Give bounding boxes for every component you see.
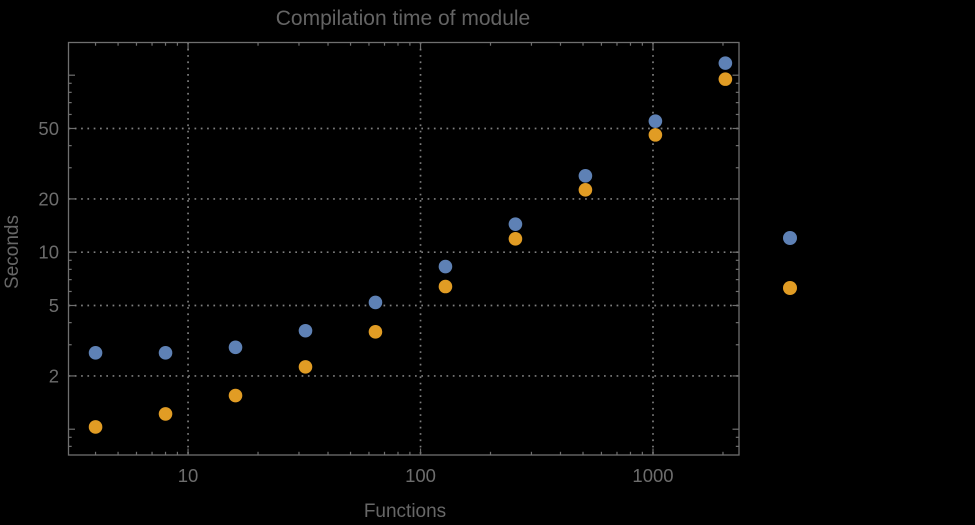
series-1-point bbox=[88, 346, 103, 360]
y-axis-label: Seconds bbox=[2, 215, 23, 289]
series-2-point bbox=[228, 388, 243, 403]
y-tick-label: 2 bbox=[49, 365, 59, 386]
series-2-point bbox=[578, 183, 593, 197]
frame-rect bbox=[67, 41, 740, 456]
series-1-point bbox=[368, 295, 383, 310]
y-tick-label: 10 bbox=[38, 242, 59, 263]
series-1-point bbox=[438, 259, 453, 274]
series-1-point bbox=[508, 217, 523, 231]
series-1-point bbox=[298, 323, 313, 338]
plot-frame bbox=[67, 41, 740, 456]
y-tick-label: 20 bbox=[38, 188, 59, 209]
series-2-point bbox=[438, 279, 453, 294]
x-tick-label: 100 bbox=[405, 465, 436, 486]
series-2-point bbox=[648, 128, 663, 142]
series-1-point bbox=[718, 56, 733, 70]
legend-marker-2 bbox=[783, 281, 797, 295]
series-2-point bbox=[158, 407, 173, 421]
data-points-layer bbox=[88, 56, 733, 434]
series-2-point bbox=[508, 232, 523, 246]
legend-marker-1 bbox=[783, 231, 797, 245]
series-2-point bbox=[368, 325, 383, 339]
x-axis-label: Functions bbox=[364, 501, 446, 522]
grid-layer bbox=[68, 42, 739, 455]
x-tick-label: 1000 bbox=[632, 465, 673, 486]
series-1-point bbox=[158, 346, 173, 360]
y-tick-label: 5 bbox=[49, 295, 59, 316]
series-2-point bbox=[298, 360, 313, 374]
series-1-point bbox=[648, 114, 663, 128]
series-2-point bbox=[718, 72, 733, 86]
plot-legend bbox=[783, 231, 797, 295]
series-2-point bbox=[88, 420, 103, 434]
x-tick-label: 10 bbox=[178, 465, 199, 486]
tick-label-layer: 10 100 1000 2 5 10 20 50 bbox=[38, 118, 673, 486]
chart-title: Compilation time of module bbox=[276, 7, 530, 30]
series-1-point bbox=[228, 340, 243, 355]
y-tick-label: 50 bbox=[38, 118, 59, 139]
series-1-point bbox=[578, 169, 593, 183]
tick-layer bbox=[68, 42, 739, 455]
